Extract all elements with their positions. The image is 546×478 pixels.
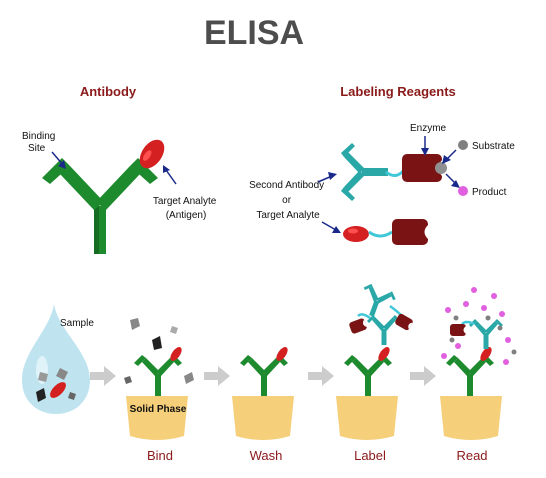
product-dot-icon <box>463 301 469 307</box>
product-dot-icon <box>455 343 461 349</box>
target-analyte-arrow-icon <box>163 165 177 185</box>
substrate-dot-icon <box>453 315 459 321</box>
read-linker-icon <box>461 320 475 326</box>
particle-icon <box>170 326 178 334</box>
enzyme-2-icon <box>392 219 428 245</box>
product-dot-icon <box>503 359 509 365</box>
step-bind-label: Bind <box>147 448 173 463</box>
wash-antibody-icon <box>240 355 288 396</box>
read-antibody-icon <box>446 355 494 396</box>
product-dot-icon <box>471 287 477 293</box>
substrate-arrow-icon <box>442 149 457 164</box>
read-enzyme-icon <box>450 324 466 336</box>
product-dot-icon <box>505 337 511 343</box>
arrow-2-icon <box>204 366 230 386</box>
target-analyte-icon <box>139 139 165 169</box>
label-antibody-icon <box>344 355 392 396</box>
product-dot-icon <box>445 307 451 313</box>
product-icon <box>458 186 468 196</box>
substrate-label: Substrate <box>472 141 515 152</box>
substrate-dot-icon <box>497 325 503 331</box>
arrow-3-icon <box>308 366 334 386</box>
substrate-icon <box>458 140 468 150</box>
product-dot-icon <box>441 353 447 359</box>
solid-phase-icon <box>336 396 398 440</box>
step-read-label: Read <box>456 448 487 463</box>
page-title: ELISA <box>204 14 304 52</box>
product-dot-icon <box>481 305 487 311</box>
read-analyte-icon <box>480 347 492 361</box>
read-panel <box>440 287 517 440</box>
large-antibody-icon <box>42 158 158 254</box>
product-dot-icon <box>499 311 505 317</box>
label-teal-antibody-icon <box>367 315 401 345</box>
linker-2-icon <box>368 230 393 238</box>
solid-phase-icon <box>440 396 502 440</box>
binding-site-label: Binding Site <box>22 131 58 154</box>
particle-icon <box>124 376 132 384</box>
sample-drop-icon <box>22 304 90 414</box>
solid-phase-icon <box>232 396 294 440</box>
linker-icon <box>385 169 406 177</box>
second-antibody-icon <box>341 143 388 201</box>
label-analyte-icon <box>378 347 390 361</box>
particle-icon <box>130 318 140 330</box>
enzyme-label: Enzyme <box>410 123 447 134</box>
target-analyte-label: Target Analyte (Antigen) <box>153 196 219 221</box>
particle-icon <box>184 372 194 384</box>
substrate-dot-icon <box>511 349 517 355</box>
bind-panel: Solid Phase <box>124 318 194 440</box>
product-arrow-icon <box>445 173 460 188</box>
label-panel <box>336 281 414 440</box>
label-enzyme-icon <box>348 317 368 335</box>
free-enzyme-icon <box>394 312 414 332</box>
substrate-dot-icon <box>449 337 455 343</box>
wash-analyte-icon <box>276 347 288 361</box>
analyte-reagent-icon <box>343 226 369 242</box>
step-label-label: Label <box>354 448 386 463</box>
target-analyte-reagent-arrow-icon <box>321 221 341 233</box>
antibody-heading: Antibody <box>80 84 137 99</box>
solid-phase-icon <box>126 396 188 440</box>
enzyme-arrow-icon <box>421 136 429 156</box>
sample-label: Sample <box>60 318 94 329</box>
arrow-1-icon <box>90 366 116 386</box>
product-dot-icon <box>491 293 497 299</box>
free-teal-antibody-icon <box>355 281 398 322</box>
labeling-reagents-heading: Labeling Reagents <box>340 84 456 99</box>
wash-panel <box>232 347 294 440</box>
bind-analyte-icon <box>170 347 182 361</box>
product-label: Product <box>472 187 507 198</box>
substrate-dot-icon <box>485 315 491 321</box>
solid-phase-label: Solid Phase <box>130 404 187 415</box>
arrow-4-icon <box>410 366 436 386</box>
binding-site-arrow-icon <box>51 151 66 169</box>
bind-antibody-icon <box>134 355 182 396</box>
second-antibody-arrow-icon <box>317 172 337 183</box>
second-antibody-label: Second Antibody or Target Analyte <box>249 180 327 221</box>
step-wash-label: Wash <box>250 448 283 463</box>
substrate-bound-icon <box>435 162 447 174</box>
particle-icon <box>152 336 162 350</box>
label-linker-icon <box>357 313 371 320</box>
